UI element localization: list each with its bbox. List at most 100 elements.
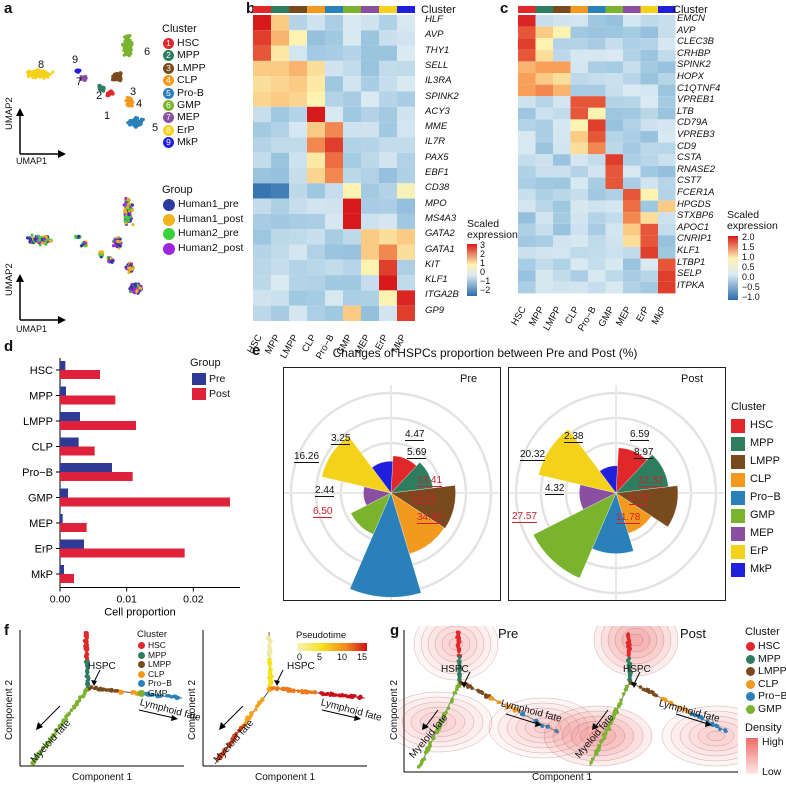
umap-cluster-number: 3 (130, 86, 137, 98)
traj-cell (269, 681, 273, 686)
heatmap-b-cell (361, 106, 379, 123)
traj-cell (84, 660, 89, 665)
heatmap-b-cell (397, 259, 415, 276)
heatmap-c-cell (588, 107, 606, 120)
pseudotime-tick: 10 (337, 652, 348, 662)
heatmap-c-cell (570, 247, 588, 259)
heatmap-c-cell (535, 107, 553, 120)
umap-point-ErP (28, 73, 33, 78)
heatmap-c-cell (518, 247, 536, 259)
umap-point-LMPP (119, 71, 123, 76)
heatmap-b-cell (361, 259, 379, 276)
heatmap-b-cell (271, 183, 289, 199)
heatmap-c-cell (570, 61, 588, 73)
density-contour (552, 710, 644, 762)
polar-legend-swatch (731, 527, 745, 541)
heatmap-c-cell (518, 177, 536, 189)
bar-post (60, 421, 136, 430)
heatmap-c-cell (658, 107, 676, 120)
heatmap-b-cell (289, 60, 307, 77)
heatmap-c-cell (553, 96, 571, 108)
traj-cell (234, 731, 238, 736)
heatmap-b-cell (325, 45, 343, 61)
heatmap-c-cell (605, 270, 623, 282)
traj-cell (269, 675, 273, 679)
heatmap-b-cell (271, 275, 289, 291)
heatmap-b-cell (397, 213, 415, 230)
heatmap-c-cell (623, 189, 641, 201)
gene-label-b: SPINK2 (425, 90, 459, 102)
bar-x-label: Cell proportion (104, 607, 176, 619)
heatmap-c-cell (588, 154, 606, 166)
myeloid-arrowhead (219, 722, 226, 730)
heatmap-b-cell (307, 122, 325, 138)
heatmap-b-cell (307, 15, 325, 31)
gene-label-c: APOC1 (677, 221, 710, 233)
bar-category-label: ErP (35, 544, 53, 556)
heatmap-b-cluster-band (289, 6, 307, 13)
heatmap-c-cell (535, 189, 553, 201)
umap-group-point (111, 244, 116, 248)
polar-value-label: 8.97 (634, 447, 654, 459)
umap-point-MkP (75, 69, 79, 74)
traj-cell (289, 689, 294, 693)
heatmap-c-cell (605, 200, 623, 213)
traj-g-legend-label: Pro−B (758, 690, 786, 702)
heatmap-c-cell (518, 142, 536, 155)
umap-group-point (122, 203, 126, 207)
polar-value-label: 3.25 (331, 433, 351, 445)
gene-label-b: SELL (425, 59, 449, 71)
traj-g-cell (439, 718, 443, 723)
heatmap-b-cell (325, 183, 343, 199)
group-legend-dot (163, 213, 175, 226)
heatmap-c-cell (588, 270, 606, 282)
cluster-legend-dot-a: 1 (163, 38, 174, 49)
polar-legend-swatch (731, 455, 745, 469)
scale-tick-c: −1.0 (742, 292, 760, 302)
heatmap-b-cell (325, 213, 343, 230)
traj-cell (253, 707, 258, 712)
heatmap-b-cell (361, 290, 379, 306)
heatmap-c-cell (535, 131, 553, 143)
heatmap-b-cell (379, 137, 397, 153)
traj-g-cell (457, 636, 461, 640)
umap-group-point (135, 289, 139, 294)
polar-value-label: 2.38 (564, 431, 584, 443)
heatmap-b-cell (361, 122, 379, 138)
traj-g-cell (504, 703, 509, 707)
heatmap-c-cell (535, 154, 553, 166)
cluster-label-b: Cluster (421, 4, 456, 16)
gene-label-c: LTBP1 (677, 256, 706, 268)
lymphoid-arrow (321, 709, 358, 719)
heatmap-c-cell (658, 73, 676, 85)
heatmap-b-cell (397, 76, 415, 92)
heatmap-b-cell (271, 259, 289, 276)
umap-point-ErP (45, 73, 49, 77)
traj-g-cell (643, 688, 648, 693)
traj-cell (296, 689, 301, 693)
traj-g-legend-label: LMPP (758, 665, 786, 677)
heatmap-c-cell (605, 212, 623, 224)
heatmap-c-cell (640, 49, 658, 62)
traj-legend-dot (138, 661, 145, 668)
polar-post-chart (509, 385, 724, 600)
heatmap-b-cell (253, 198, 271, 214)
heatmap-b-cell (289, 229, 307, 245)
polar-wedge-GMP (350, 492, 392, 535)
traj-cell (86, 675, 91, 680)
heatmap-b-cell (343, 275, 361, 291)
lymphoid-arrowhead (354, 715, 361, 721)
traj-cell (53, 728, 58, 733)
heatmap-c-cell (553, 165, 571, 178)
polar-wedge-LMPP (615, 485, 679, 528)
umap-point-GMP (121, 43, 125, 47)
heatmap-b-cell (253, 290, 271, 306)
heatmap-c-cell (553, 15, 571, 27)
traj-cell (84, 682, 89, 686)
heatmap-b-cell (343, 60, 361, 77)
traj-g-cell (646, 688, 651, 692)
heatmap-c-cell (588, 26, 606, 39)
bar-category-label: Pro−B (22, 467, 53, 479)
hspc-arrowhead (91, 680, 97, 686)
umap-point-GMP (122, 53, 126, 57)
